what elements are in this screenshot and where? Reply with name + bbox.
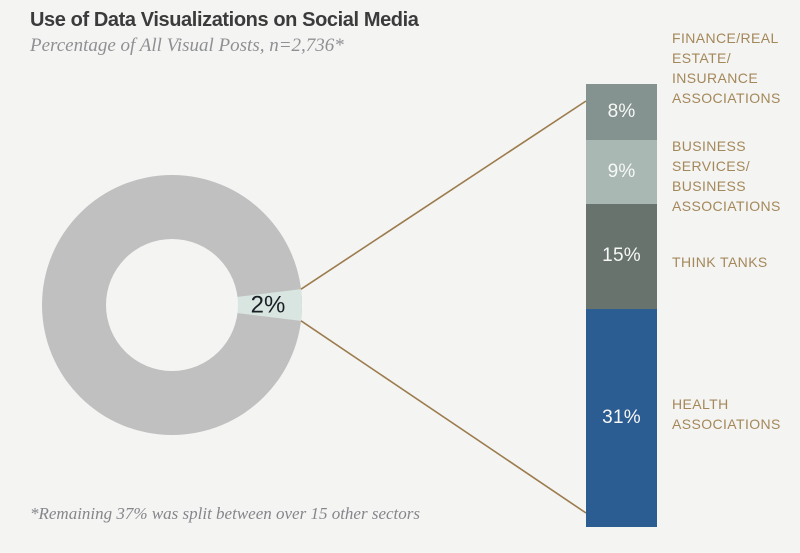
- breakout-bar: 8% 9% 15% 31%: [586, 84, 657, 527]
- bar-segment-value: 15%: [602, 245, 641, 267]
- sector-label-business-services-business-associations: BUSINESS SERVICES/ BUSINESS ASSOCIATIONS: [672, 138, 781, 214]
- chart-header: Use of Data Visualizations on Social Med…: [30, 8, 419, 57]
- bar-segment-think-tanks: 15%: [586, 203, 657, 309]
- sector-label-health-associations: HEALTH ASSOCIATIONS: [672, 396, 781, 432]
- donut-center-hole: [106, 239, 238, 371]
- connector-line-top: [300, 100, 587, 290]
- bar-segment-business-services-business-associations: 9%: [586, 140, 657, 204]
- connector-line-bottom: [300, 320, 587, 514]
- bar-segment-value: 31%: [602, 406, 641, 428]
- sector-label-think-tanks: THINK TANKS: [672, 254, 768, 270]
- chart-title: Use of Data Visualizations on Social Med…: [30, 9, 419, 31]
- bar-segment-finance-real-estate-insurance-associations: 8%: [586, 84, 657, 141]
- sector-label-finance-real-estate-insurance-associations: FINANCE/REAL ESTATE/ INSURANCE ASSOCIATI…: [672, 30, 781, 106]
- bar-segment-value: 8%: [607, 101, 636, 123]
- sector-label-column: FINANCE/REAL ESTATE/ INSURANCE ASSOCIATI…: [672, 0, 800, 553]
- bar-segment-value: 9%: [607, 160, 636, 182]
- donut-slice-label: 2%: [251, 292, 286, 319]
- chart-subtitle: Percentage of All Visual Posts, n=2,736*: [30, 35, 344, 56]
- bar-segment-health-associations: 31%: [586, 309, 657, 527]
- footnote: *Remaining 37% was split between over 15…: [30, 504, 421, 523]
